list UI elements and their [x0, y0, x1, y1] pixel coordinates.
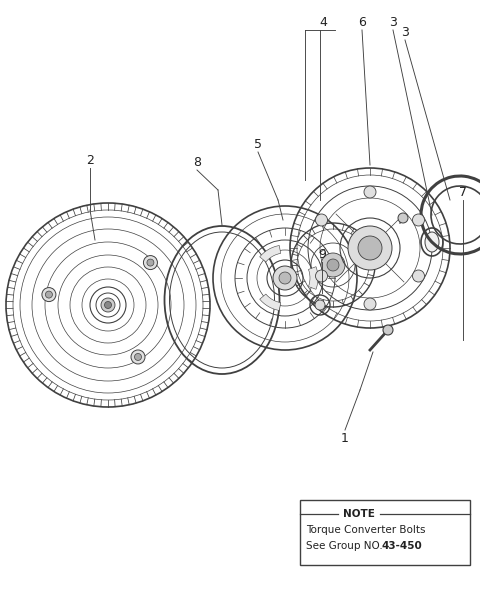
- Circle shape: [321, 253, 345, 277]
- Circle shape: [46, 291, 52, 298]
- Circle shape: [383, 325, 393, 335]
- Circle shape: [358, 236, 382, 260]
- Polygon shape: [260, 245, 281, 262]
- Text: 6: 6: [358, 15, 366, 29]
- Circle shape: [364, 186, 376, 198]
- Circle shape: [315, 300, 325, 310]
- Circle shape: [144, 255, 157, 270]
- Text: 9: 9: [318, 248, 326, 261]
- Text: 1: 1: [341, 431, 349, 444]
- Circle shape: [147, 259, 154, 266]
- Circle shape: [273, 266, 297, 290]
- Circle shape: [348, 226, 392, 270]
- Circle shape: [134, 353, 142, 361]
- Circle shape: [315, 270, 327, 282]
- Text: 7: 7: [459, 185, 467, 198]
- Polygon shape: [309, 267, 318, 289]
- Circle shape: [105, 302, 111, 308]
- Circle shape: [131, 350, 145, 364]
- Text: 2: 2: [86, 153, 94, 166]
- Circle shape: [279, 272, 291, 284]
- Circle shape: [327, 259, 339, 271]
- Circle shape: [42, 287, 56, 302]
- Circle shape: [315, 214, 327, 226]
- Polygon shape: [260, 294, 281, 311]
- Text: Torque Converter Bolts: Torque Converter Bolts: [306, 525, 425, 535]
- Text: 5: 5: [254, 137, 262, 150]
- Text: NOTE: NOTE: [343, 509, 375, 519]
- Bar: [300, 500, 470, 565]
- Text: 4: 4: [319, 15, 327, 29]
- Circle shape: [364, 298, 376, 310]
- Text: 3: 3: [389, 15, 397, 29]
- Circle shape: [101, 298, 115, 312]
- Text: See Group NO.: See Group NO.: [306, 541, 386, 551]
- Circle shape: [412, 270, 424, 282]
- Text: 43-450: 43-450: [382, 541, 423, 551]
- Circle shape: [412, 214, 424, 226]
- Circle shape: [398, 213, 408, 223]
- Text: 3: 3: [401, 26, 409, 39]
- Ellipse shape: [425, 232, 439, 252]
- Text: 8: 8: [193, 156, 201, 169]
